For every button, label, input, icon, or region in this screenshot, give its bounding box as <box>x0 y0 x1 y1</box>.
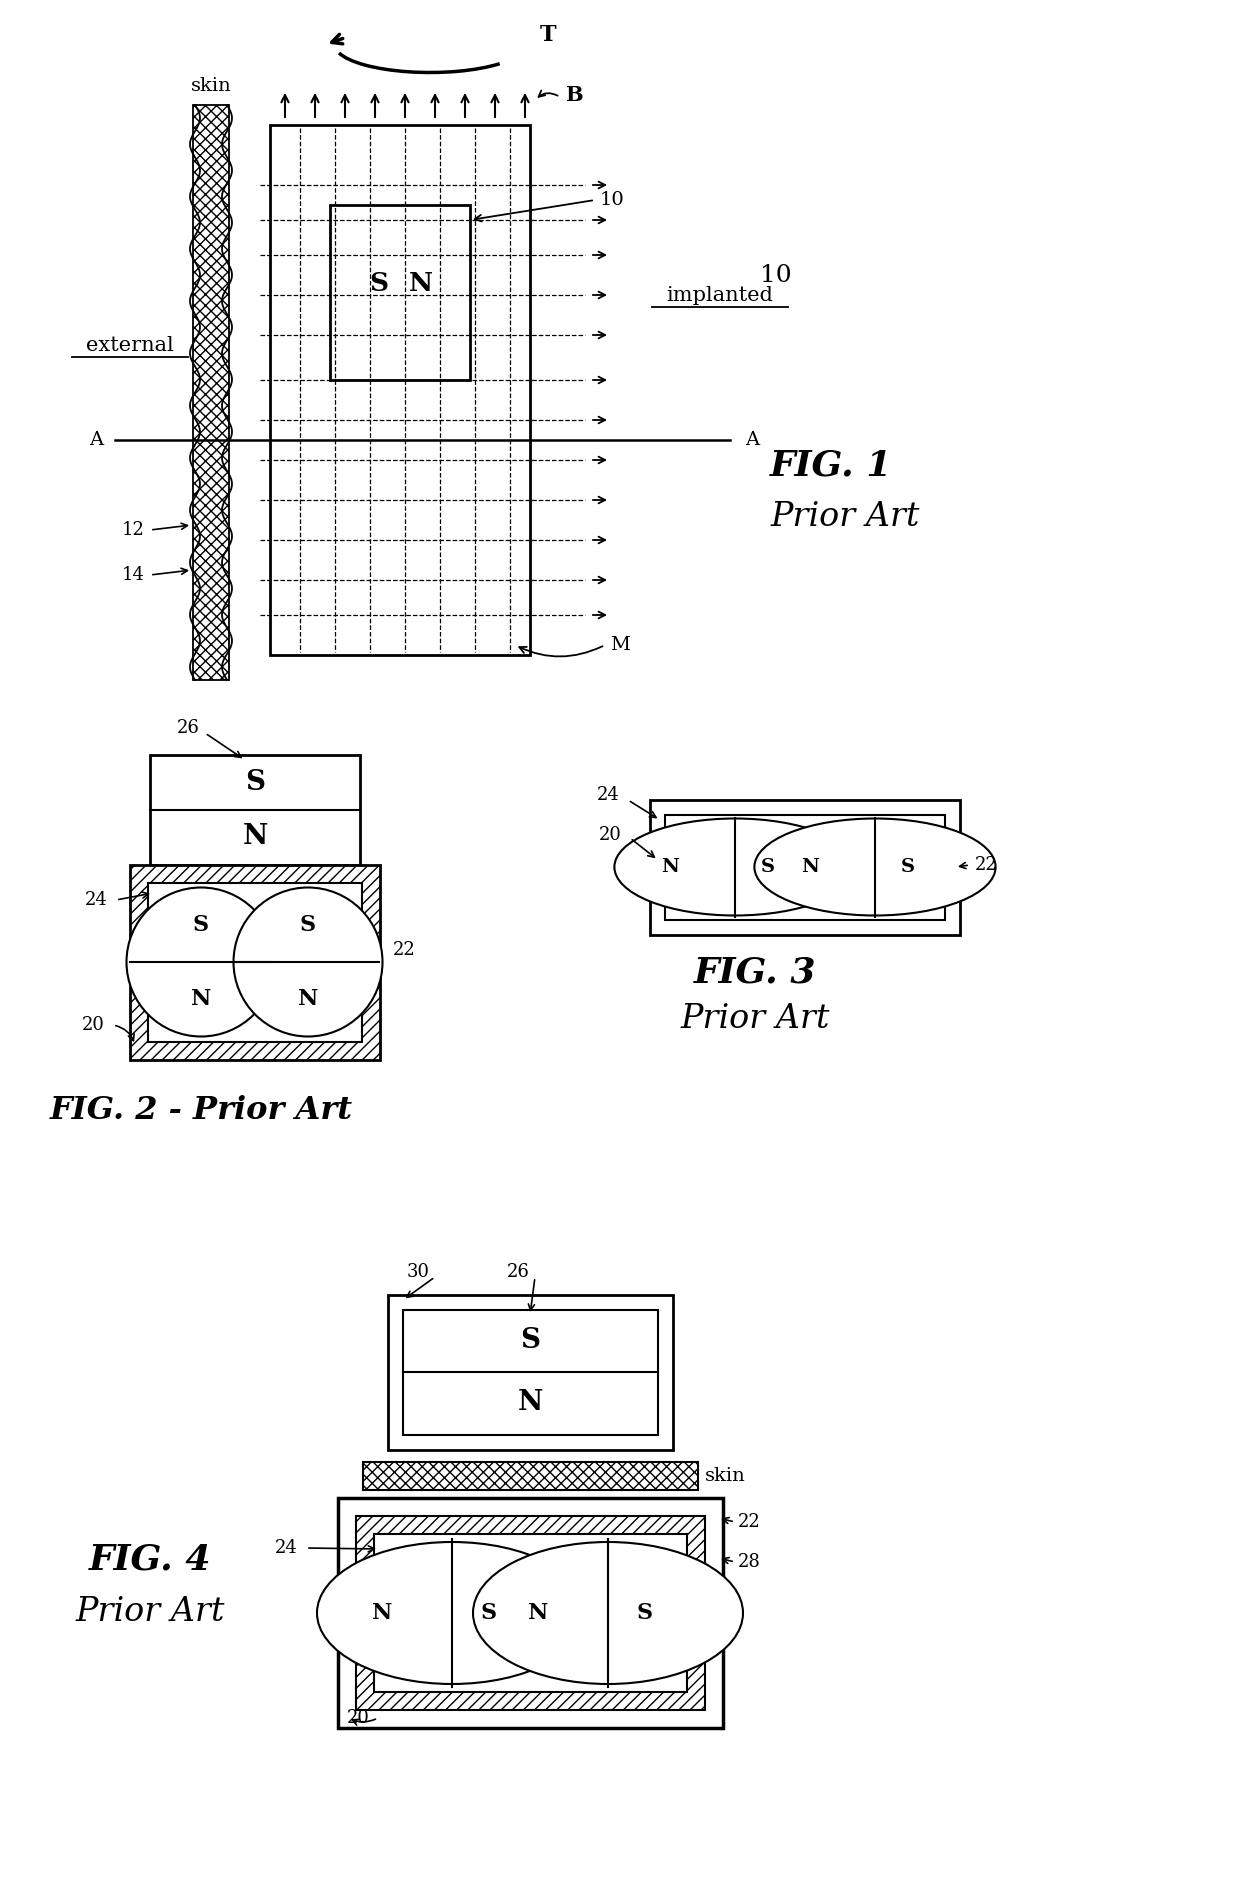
Text: Prior Art: Prior Art <box>681 1002 830 1034</box>
Text: N: N <box>517 1389 543 1417</box>
Bar <box>330 205 470 379</box>
Text: A: A <box>745 432 759 449</box>
Text: A: A <box>89 432 103 449</box>
Bar <box>403 1310 658 1436</box>
Text: 14: 14 <box>122 567 145 584</box>
Text: N: N <box>801 858 818 877</box>
Text: 20: 20 <box>599 826 622 845</box>
Bar <box>130 865 379 1061</box>
Text: S: S <box>520 1327 539 1355</box>
Text: S: S <box>193 914 210 937</box>
Ellipse shape <box>126 888 275 1036</box>
Bar <box>148 882 362 1042</box>
Text: N: N <box>528 1601 548 1624</box>
Ellipse shape <box>754 818 996 916</box>
Text: 22: 22 <box>975 856 998 875</box>
Ellipse shape <box>472 1543 743 1684</box>
Text: 24: 24 <box>275 1539 298 1558</box>
Text: Prior Art: Prior Art <box>770 501 919 533</box>
Text: S: S <box>370 272 388 297</box>
Text: N: N <box>242 824 268 850</box>
Bar <box>270 126 529 655</box>
Text: N: N <box>409 272 433 297</box>
Bar <box>150 755 360 865</box>
Text: 20: 20 <box>82 1015 105 1034</box>
Text: skin: skin <box>706 1468 745 1485</box>
Text: 30: 30 <box>407 1263 430 1280</box>
Ellipse shape <box>317 1543 587 1684</box>
Text: S: S <box>637 1601 653 1624</box>
Text: 26: 26 <box>177 719 200 738</box>
Bar <box>388 1295 673 1451</box>
Text: external: external <box>86 336 174 355</box>
Text: 10: 10 <box>600 191 625 208</box>
Text: FIG. 4: FIG. 4 <box>89 1543 211 1577</box>
Bar <box>193 105 229 679</box>
Ellipse shape <box>233 888 382 1036</box>
Bar <box>665 815 945 920</box>
Bar <box>363 1462 698 1490</box>
Text: Prior Art: Prior Art <box>76 1595 224 1627</box>
Text: FIG. 1: FIG. 1 <box>770 449 893 482</box>
Ellipse shape <box>614 818 856 916</box>
Text: T: T <box>539 24 557 47</box>
Text: M: M <box>610 636 630 653</box>
Text: N: N <box>372 1601 392 1624</box>
Text: S: S <box>761 858 775 877</box>
Text: FIG. 3: FIG. 3 <box>693 955 816 989</box>
Text: 22: 22 <box>738 1513 761 1532</box>
Bar <box>339 1498 723 1729</box>
Bar <box>374 1534 687 1691</box>
Text: 12: 12 <box>122 522 145 539</box>
Text: 26: 26 <box>507 1263 529 1280</box>
Text: FIG. 2 - Prior Art: FIG. 2 - Prior Art <box>50 1094 353 1126</box>
Text: skin: skin <box>191 77 232 96</box>
Text: 24: 24 <box>598 786 620 803</box>
Text: S: S <box>246 768 265 796</box>
Text: N: N <box>298 987 319 1010</box>
Text: S: S <box>300 914 316 937</box>
Text: 10: 10 <box>760 263 791 287</box>
Text: 28: 28 <box>738 1552 761 1571</box>
Text: implanted: implanted <box>667 285 774 304</box>
Bar <box>650 800 960 935</box>
Text: B: B <box>565 84 583 105</box>
Text: 24: 24 <box>86 892 108 908</box>
Text: S: S <box>481 1601 497 1624</box>
Text: 20: 20 <box>347 1708 370 1727</box>
Text: 22: 22 <box>393 940 415 959</box>
Text: N: N <box>661 858 680 877</box>
Text: N: N <box>191 987 211 1010</box>
Bar <box>356 1517 706 1710</box>
Text: S: S <box>901 858 915 877</box>
